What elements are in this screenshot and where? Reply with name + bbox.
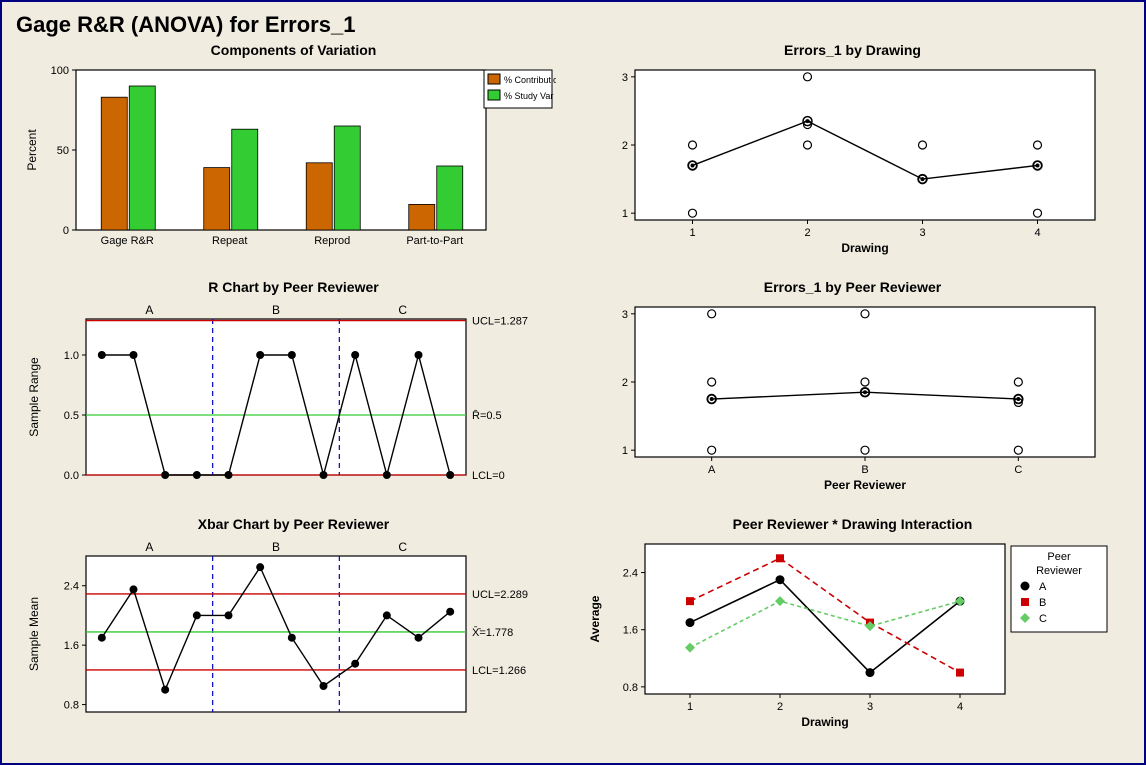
svg-text:Drawing: Drawing bbox=[801, 715, 848, 729]
svg-text:B: B bbox=[272, 540, 280, 554]
svg-text:1: 1 bbox=[689, 227, 695, 239]
chart-xbarchart: 0.8 1.6 2.4 A B C UCL=2.289 X̄̄=1.778 LCL=1.266 S… bbox=[16, 534, 556, 734]
svg-text:100: 100 bbox=[51, 65, 69, 77]
svg-text:A: A bbox=[708, 464, 716, 476]
svg-text:4: 4 bbox=[957, 701, 963, 713]
svg-text:2: 2 bbox=[777, 701, 783, 713]
svg-text:50: 50 bbox=[57, 145, 69, 157]
title-rchart: R Chart by Peer Reviewer bbox=[16, 279, 571, 295]
svg-text:Average: Average bbox=[588, 595, 602, 642]
svg-text:2.4: 2.4 bbox=[64, 581, 79, 593]
title-components: Components of Variation bbox=[16, 42, 571, 58]
svg-text:% Study Var: % Study Var bbox=[504, 91, 553, 101]
svg-text:1: 1 bbox=[622, 208, 628, 220]
svg-text:LCL=0: LCL=0 bbox=[472, 470, 505, 482]
svg-text:0.5: 0.5 bbox=[64, 410, 79, 422]
svg-text:% Contribution: % Contribution bbox=[504, 75, 556, 85]
panel-components: Components of Variation 0 50 100 Gage R&R Re… bbox=[16, 42, 571, 275]
svg-text:A: A bbox=[145, 303, 153, 317]
svg-text:C: C bbox=[1039, 613, 1047, 625]
svg-text:Sample Range: Sample Range bbox=[27, 357, 41, 437]
chart-components: 0 50 100 Gage R&R Repeat Reprod Part-to-Part Pe… bbox=[16, 60, 556, 260]
svg-text:UCL=2.289: UCL=2.289 bbox=[472, 589, 528, 601]
svg-text:2.4: 2.4 bbox=[623, 568, 638, 580]
svg-text:C: C bbox=[1014, 464, 1022, 476]
svg-text:4: 4 bbox=[1034, 227, 1040, 239]
svg-text:0.0: 0.0 bbox=[64, 470, 79, 482]
svg-text:0.8: 0.8 bbox=[64, 700, 79, 712]
chart-by-reviewer: 1 2 3 A B C Peer Reviewer bbox=[575, 297, 1115, 497]
svg-text:2: 2 bbox=[622, 377, 628, 389]
svg-text:B: B bbox=[272, 303, 280, 317]
svg-text:2: 2 bbox=[622, 140, 628, 152]
svg-text:LCL=1.266: LCL=1.266 bbox=[472, 665, 526, 677]
svg-text:Sample Mean: Sample Mean bbox=[27, 597, 41, 671]
svg-text:Gage R&R: Gage R&R bbox=[101, 235, 154, 247]
svg-text:Percent: Percent bbox=[25, 129, 39, 171]
svg-text:B: B bbox=[1039, 597, 1046, 609]
svg-text:R̄=0.5: R̄=0.5 bbox=[472, 409, 502, 422]
panel-by-reviewer: Errors_1 by Peer Reviewer 1 2 3 A B C Peer Rev… bbox=[575, 279, 1130, 512]
svg-text:Peer Reviewer: Peer Reviewer bbox=[824, 478, 906, 492]
svg-text:Peer: Peer bbox=[1047, 551, 1071, 563]
svg-text:Repeat: Repeat bbox=[212, 235, 247, 247]
panel-rchart: R Chart by Peer Reviewer 0.0 0.5 1.0 A B C UCL… bbox=[16, 279, 571, 512]
svg-text:2: 2 bbox=[804, 227, 810, 239]
svg-text:1.6: 1.6 bbox=[64, 640, 79, 652]
svg-text:0: 0 bbox=[63, 225, 69, 237]
svg-text:B: B bbox=[861, 464, 868, 476]
svg-text:3: 3 bbox=[622, 72, 628, 84]
title-xbarchart: Xbar Chart by Peer Reviewer bbox=[16, 516, 571, 532]
chart-rchart: 0.0 0.5 1.0 A B C UCL=1.287 R̄=0.5 LCL=0 Sample R… bbox=[16, 297, 556, 497]
panel-xbarchart: Xbar Chart by Peer Reviewer 0.8 1.6 2.4 A B C… bbox=[16, 516, 571, 749]
svg-text:3: 3 bbox=[867, 701, 873, 713]
svg-text:C: C bbox=[398, 303, 407, 317]
chart-by-drawing: 1 2 3 1 2 3 4 Drawing bbox=[575, 60, 1115, 260]
panel-by-drawing: Errors_1 by Drawing 1 2 3 1 2 3 4 Drawing bbox=[575, 42, 1130, 275]
main-title: Gage R&R (ANOVA) for Errors_1 bbox=[2, 2, 1144, 42]
title-by-drawing: Errors_1 by Drawing bbox=[575, 42, 1130, 58]
svg-text:Reviewer: Reviewer bbox=[1036, 565, 1082, 577]
svg-text:X̄̄=1.778: X̄̄=1.778 bbox=[472, 626, 513, 639]
svg-text:C: C bbox=[398, 540, 407, 554]
svg-text:Part-to-Part: Part-to-Part bbox=[406, 235, 463, 247]
svg-text:1.6: 1.6 bbox=[623, 625, 638, 637]
svg-text:3: 3 bbox=[622, 309, 628, 321]
panel-interaction: Peer Reviewer * Drawing Interaction 0.8 1… bbox=[575, 516, 1130, 749]
title-by-reviewer: Errors_1 by Peer Reviewer bbox=[575, 279, 1130, 295]
chart-interaction: 0.8 1.6 2.4 1 2 3 4 Average Drawing Peer Reviewer A… bbox=[575, 534, 1115, 734]
svg-text:3: 3 bbox=[919, 227, 925, 239]
svg-text:1.0: 1.0 bbox=[64, 350, 79, 362]
svg-text:A: A bbox=[1039, 581, 1047, 593]
svg-text:1: 1 bbox=[622, 445, 628, 457]
svg-text:A: A bbox=[145, 540, 153, 554]
svg-text:Drawing: Drawing bbox=[841, 241, 888, 255]
chart-grid: Components of Variation 0 50 100 Gage R&R Re… bbox=[2, 42, 1144, 759]
svg-text:Reprod: Reprod bbox=[314, 235, 350, 247]
title-interaction: Peer Reviewer * Drawing Interaction bbox=[575, 516, 1130, 532]
svg-text:0.8: 0.8 bbox=[623, 682, 638, 694]
svg-text:1: 1 bbox=[687, 701, 693, 713]
svg-text:UCL=1.287: UCL=1.287 bbox=[472, 316, 528, 328]
